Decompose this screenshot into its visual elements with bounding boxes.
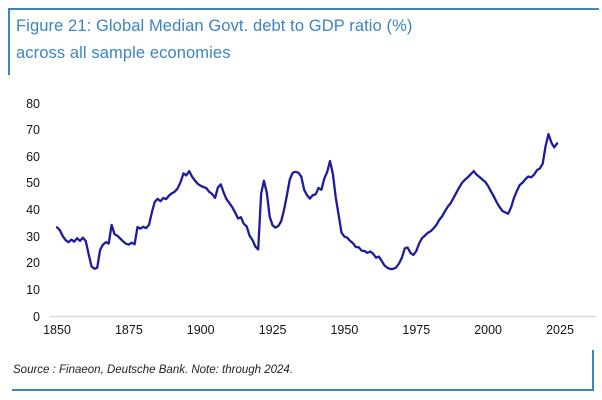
y-axis-tick: 40 <box>26 203 40 217</box>
y-axis-tick: 10 <box>26 282 40 297</box>
x-axis-tick: 2025 <box>546 323 574 337</box>
y-axis-tick: 30 <box>26 229 40 244</box>
x-axis-tick: 1925 <box>258 323 287 337</box>
figure-title-line-1: Figure 21: Global Median Govt. debt to G… <box>16 17 413 35</box>
x-axis-tick: 1950 <box>330 323 359 337</box>
frame-bottom-border <box>12 389 594 391</box>
figure-title: Figure 21: Global Median Govt. debt to G… <box>16 13 413 67</box>
x-axis-tick: 1900 <box>186 323 215 337</box>
frame-right-border <box>592 350 594 391</box>
source-note: Source : Finaeon, Deutsche Bank. Note: t… <box>13 364 294 376</box>
x-axis-tick: 1850 <box>43 323 71 337</box>
y-axis-tick: 20 <box>26 256 40 271</box>
debt-ratio-line <box>55 132 559 271</box>
y-axis-tick: 80 <box>26 96 40 111</box>
y-axis-tick: 70 <box>26 123 40 138</box>
x-axis-tick: 2000 <box>474 323 502 337</box>
x-axis-tick: 1975 <box>402 323 431 337</box>
y-axis-tick: 50 <box>26 176 40 191</box>
y-axis-tick: 60 <box>26 149 40 164</box>
frame-left-border <box>8 8 10 75</box>
figure-title-line-2: across all sample economies <box>16 44 231 62</box>
frame-top-border <box>8 8 599 10</box>
x-axis-tick: 1875 <box>114 323 143 337</box>
y-axis-tick: 0 <box>33 309 40 324</box>
